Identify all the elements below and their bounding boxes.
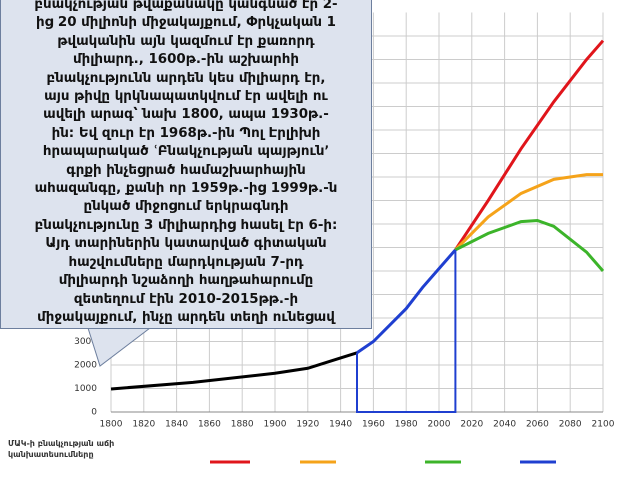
- callout-line: Այդ տարիներին կատարված գիտական: [45, 236, 327, 252]
- callout-line: միլիարդի նշաձողի հաղթահարումը: [58, 273, 314, 289]
- x-tick-label: 1860: [198, 420, 221, 430]
- callout: բնակչության թվաքանակը կանգնած էր 2- ից 20…: [0, 0, 372, 329]
- callout-line: թվականին այն կազմում էր քառորդ: [57, 33, 315, 49]
- x-tick-label: 2100: [592, 420, 615, 430]
- x-tick-label: 1900: [264, 420, 287, 430]
- x-tick-label: 2060: [526, 420, 549, 430]
- x-tick-label: 1840: [165, 420, 188, 430]
- x-tick-label: 2040: [493, 420, 516, 430]
- x-tick-label: 2080: [559, 420, 582, 430]
- series-line: [110, 351, 358, 391]
- callout-line: հրապարակած ՙԲնակչության պայթյուն՚: [42, 144, 330, 160]
- y-tick-label: 0: [91, 408, 97, 418]
- x-tick-label: 1880: [231, 420, 254, 430]
- callout-line: հաշվումները մարդկության 7-րդ: [68, 254, 304, 270]
- x-tick-label: 1800: [100, 420, 123, 430]
- x-tick-label: 1820: [132, 420, 155, 430]
- callout-line: զետեղում էին 2010-2015թթ.-ի: [73, 291, 299, 307]
- x-tick-label: 1960: [362, 420, 385, 430]
- x-tick-label: 1980: [395, 420, 418, 430]
- callout-line: ահազանգը, քանի որ 1959թ.-ից 1999թ.-ն: [34, 181, 338, 197]
- callout-line: այս թիվը կրկնապատկվում էր ավելի ու: [44, 89, 328, 105]
- callout-line: ընկած միջոցում երկրագնդի: [83, 199, 289, 215]
- x-tick-label: 2000: [428, 420, 451, 430]
- series-line: [454, 173, 603, 251]
- callout-line: բնակչությունն արդեն կես միլիարդ էր,: [46, 70, 326, 86]
- callout-line: ավելի արագ՝ նախ 1800, ապա 1930թ.-: [43, 107, 329, 123]
- callout-line: գրքի ինչեցրած համաշխարհային: [66, 162, 306, 178]
- x-tick-label: 1940: [329, 420, 352, 430]
- y-tick-label: 2000: [74, 361, 97, 371]
- callout-line: ին: Եվ զուր էր 1968թ.-ին Պոլ Էրլիխի: [51, 125, 321, 141]
- callout-line: բնակչության թվաքանակը կանգնած էր 2-: [34, 0, 338, 12]
- series-line: [454, 218, 605, 272]
- x-tick-label: 2020: [460, 420, 483, 430]
- callout-line: միլիարդ., 1600թ.-ին աշխարհի: [73, 52, 299, 68]
- callout-pointer: [87, 327, 152, 367]
- callout-line: միջակայքում, ինչը արդեն տեղի ունեցավ: [37, 309, 335, 325]
- y-tick-label: 1000: [74, 384, 97, 394]
- y-tick-label: 3000: [74, 337, 97, 347]
- callout-line: ից 20 միլիոնի միջակայքում, Փրկչական 1: [36, 15, 336, 31]
- caption: ՄԱԿ-ի բնակչության աճի կանխատեսումները: [8, 439, 115, 459]
- x-tick-label: 1920: [296, 420, 319, 430]
- series-line: [454, 39, 605, 251]
- series-line: [356, 248, 457, 355]
- callout-line: բնակչությունը 3 միլիարդից հասել էր 6-ի:: [34, 217, 338, 233]
- period-bracket: [356, 249, 457, 413]
